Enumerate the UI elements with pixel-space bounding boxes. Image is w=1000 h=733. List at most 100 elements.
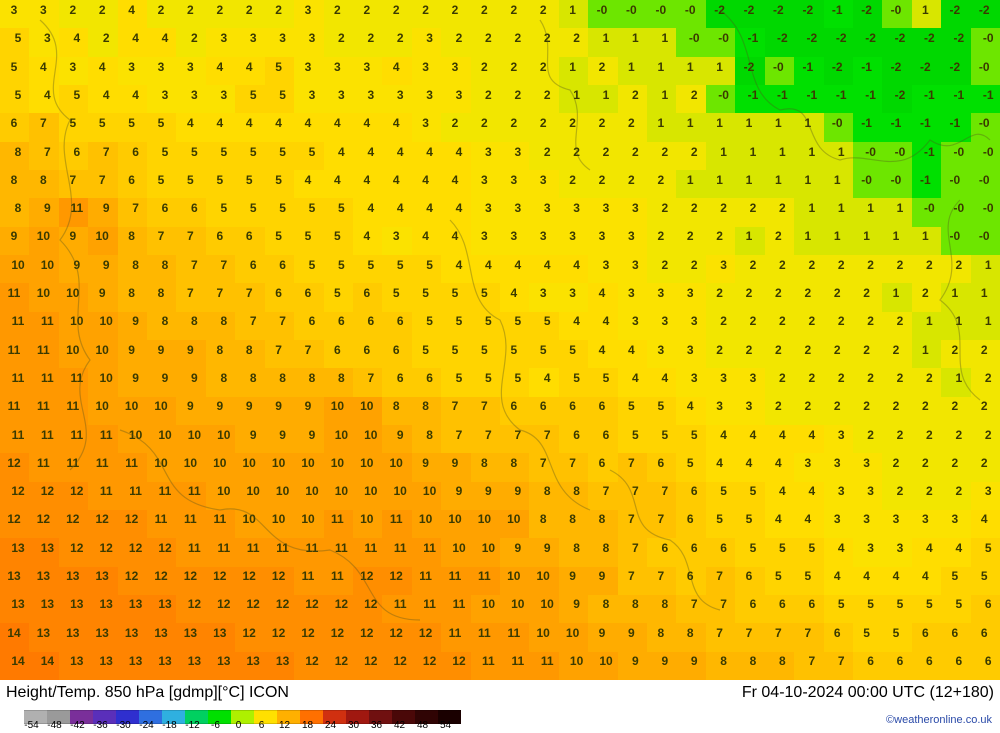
- temp-cell: [824, 312, 854, 341]
- temp-cell: [676, 538, 706, 567]
- temp-cell: [206, 482, 236, 511]
- temp-cell: [529, 425, 559, 454]
- temp-cell: [59, 312, 89, 341]
- temp-cell: [882, 283, 912, 312]
- temp-cell: [618, 142, 648, 171]
- temp-cell: [412, 85, 442, 114]
- temp-cell: [647, 255, 677, 284]
- temp-cell: [59, 170, 89, 199]
- temp-cell: [794, 340, 824, 369]
- temp-cell: [0, 595, 30, 624]
- temp-cell: [618, 170, 648, 199]
- temp-cell: [382, 425, 412, 454]
- temp-cell: [588, 85, 618, 114]
- temp-cell: [382, 255, 412, 284]
- temp-cell: [412, 142, 442, 171]
- temp-cell: [941, 227, 971, 256]
- temp-cell: [0, 623, 30, 652]
- temp-cell: [88, 255, 118, 284]
- temp-cell: [324, 28, 354, 57]
- temp-cell: [853, 595, 883, 624]
- temp-cell: [853, 567, 883, 596]
- temp-cell: [118, 453, 148, 482]
- temp-cell: [500, 113, 530, 142]
- temp-cell: [706, 198, 736, 227]
- temp-cell: [88, 57, 118, 86]
- temp-cell: [471, 397, 501, 426]
- temp-cell: [29, 538, 59, 567]
- temp-cell: [971, 425, 1000, 454]
- temp-cell: [853, 28, 883, 57]
- temp-cell: [324, 652, 354, 680]
- temp-cell: [353, 340, 383, 369]
- temp-cell: [412, 595, 442, 624]
- temp-cell: [294, 170, 324, 199]
- temp-cell: [882, 425, 912, 454]
- temp-cell: [412, 397, 442, 426]
- temp-cell: [971, 312, 1000, 341]
- temp-cell: [88, 425, 118, 454]
- temp-cell: [588, 340, 618, 369]
- temp-cell: [294, 142, 324, 171]
- temp-cell: [735, 57, 765, 86]
- temp-cell: [88, 170, 118, 199]
- temp-cell: [853, 340, 883, 369]
- temp-cell: [353, 397, 383, 426]
- temp-cell: [412, 227, 442, 256]
- temp-cell: [794, 595, 824, 624]
- temp-cell: [912, 482, 942, 511]
- temp-cell: [471, 340, 501, 369]
- temp-cell: [882, 312, 912, 341]
- temp-cell: [588, 312, 618, 341]
- temp-cell: [29, 0, 59, 29]
- temp-cell: [618, 28, 648, 57]
- temp-cell: [324, 623, 354, 652]
- temp-cell: [529, 198, 559, 227]
- legend-tick: -42: [66, 720, 89, 731]
- temp-cell: [294, 482, 324, 511]
- temp-cell: [441, 368, 471, 397]
- temp-cell: [176, 623, 206, 652]
- temp-cell: [500, 595, 530, 624]
- temp-cell: [706, 538, 736, 567]
- temp-cell: [0, 170, 30, 199]
- temp-cell: [735, 567, 765, 596]
- temp-cell: [941, 623, 971, 652]
- temp-cell: [0, 255, 30, 284]
- temp-cell: [794, 538, 824, 567]
- temp-cell: [882, 170, 912, 199]
- temp-cell: [824, 482, 854, 511]
- temp-cell: [324, 567, 354, 596]
- temp-cell: [588, 198, 618, 227]
- temp-cell: [853, 623, 883, 652]
- temp-cell: [118, 482, 148, 511]
- temp-cell: [382, 340, 412, 369]
- temp-cell: [412, 623, 442, 652]
- temp-cell: [588, 255, 618, 284]
- temp-cell: [59, 595, 89, 624]
- temp-cell: [618, 567, 648, 596]
- temp-cell: [912, 0, 942, 29]
- temp-cell: [471, 368, 501, 397]
- temp-cell: [265, 255, 295, 284]
- temp-cell: [706, 482, 736, 511]
- temp-cell: [265, 28, 295, 57]
- color-legend-labels: -54-48-42-36-30-24-18-12-606121824303642…: [20, 720, 457, 731]
- temp-cell: [588, 28, 618, 57]
- temp-cell: [0, 368, 30, 397]
- temp-cell: [235, 170, 265, 199]
- temp-cell: [588, 113, 618, 142]
- temp-cell: [882, 113, 912, 142]
- temp-cell: [294, 567, 324, 596]
- temp-cell: [118, 198, 148, 227]
- temp-cell: [559, 510, 589, 539]
- temp-cell: [88, 453, 118, 482]
- temp-cell: [412, 567, 442, 596]
- temp-cell: [882, 397, 912, 426]
- temp-cell: [853, 198, 883, 227]
- temp-cell: [441, 567, 471, 596]
- temp-cell: [559, 0, 589, 29]
- temp-cell: [147, 85, 177, 114]
- temp-cell: [706, 623, 736, 652]
- temp-cell: [500, 510, 530, 539]
